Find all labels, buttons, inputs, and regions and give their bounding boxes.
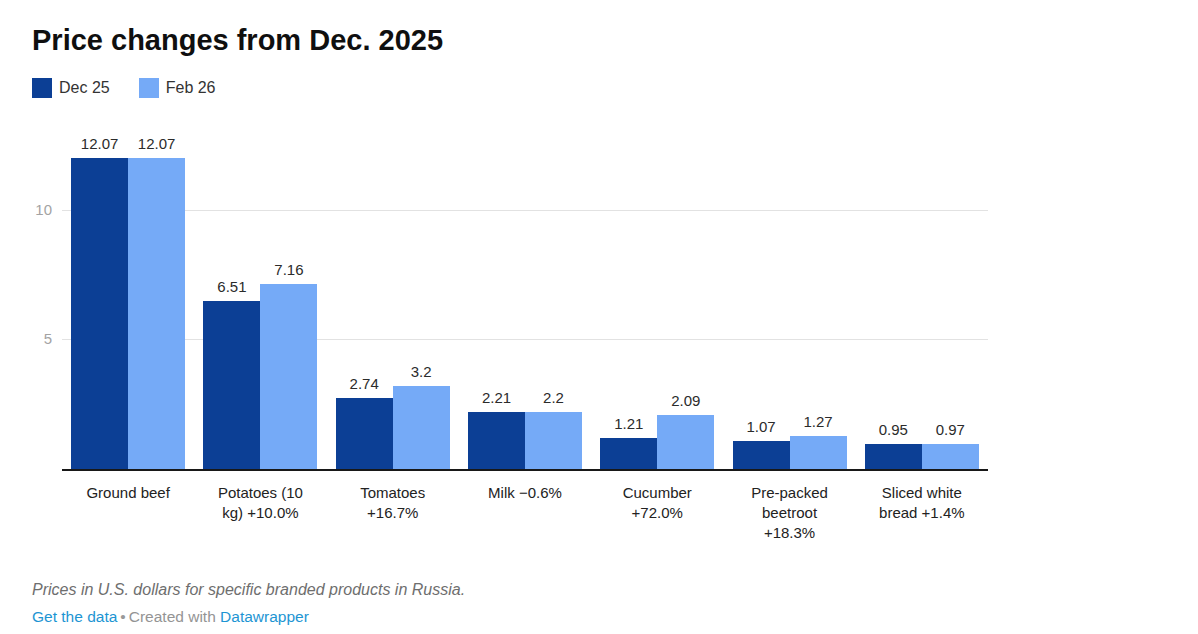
category-label-text: Sliced white bread +1.4% [868,483,976,523]
chart-title: Price changes from Dec. 2025 [32,24,1198,57]
category-label: Tomatoes +16.7% [327,483,459,543]
legend-item-feb-26: Feb 26 [139,78,216,98]
category-label-text: Tomatoes +16.7% [339,483,447,523]
footer: Prices in U.S. dollars for specific bran… [32,581,1198,626]
bar-dec-25: 1.07 [733,441,790,469]
bar-dec-25: 2.74 [336,398,393,469]
category-label: Cucumber +72.0% [591,483,723,543]
byline: Get the data•Created with Datawrapper [32,608,1198,626]
bar-dec-25: 1.21 [600,438,657,469]
bar-feb-26: 2.2 [525,412,582,469]
legend-label: Feb 26 [166,79,216,97]
category-label-text: Pre-packed beetroot +18.3% [736,483,844,543]
value-label: 12.07 [138,135,176,152]
value-label: 12.07 [81,135,119,152]
legend: Dec 25 Feb 26 [32,78,1198,98]
value-label: 3.2 [411,363,432,380]
category-label-text: Milk −0.6% [488,483,562,503]
value-label: 0.97 [936,421,965,438]
legend-label: Dec 25 [59,79,110,97]
legend-swatch [32,78,52,98]
value-label: 2.2 [543,389,564,406]
plot-area: 51012.0712.076.517.162.743.22.212.21.212… [62,120,988,471]
category-label-text: Potatoes (10 kg) +10.0% [206,483,314,523]
legend-item-dec-25: Dec 25 [32,78,110,98]
category-label: Milk −0.6% [459,483,591,543]
bar-group: 0.950.97 [856,120,988,469]
value-label: 2.09 [671,392,700,409]
value-label: 7.16 [274,261,303,278]
value-label: 1.27 [803,413,832,430]
bar-feb-26: 0.97 [922,444,979,469]
y-tick-label: 10 [35,201,52,218]
bar-feb-26: 2.09 [657,415,714,469]
bar-group: 12.0712.07 [62,120,194,469]
bar-feb-26: 1.27 [790,436,847,469]
value-label: 1.21 [614,415,643,432]
bar-group: 1.071.27 [723,120,855,469]
bar-groups: 12.0712.076.517.162.743.22.212.21.212.09… [62,120,988,469]
bar-group: 1.212.09 [591,120,723,469]
category-label-text: Cucumber +72.0% [603,483,711,523]
value-label: 0.95 [879,421,908,438]
value-label: 6.51 [217,278,246,295]
category-label: Pre-packed beetroot +18.3% [723,483,855,543]
bar-feb-26: 7.16 [260,284,317,469]
value-label: 1.07 [746,418,775,435]
category-axis: Ground beef Potatoes (10 kg) +10.0% Tomato… [62,483,988,543]
bar-dec-25: 12.07 [71,158,128,470]
datawrapper-chart: Price changes from Dec. 2025 Dec 25 Feb 2… [0,24,1198,634]
legend-swatch [139,78,159,98]
bar-dec-25: 2.21 [468,412,525,469]
chart-note: Prices in U.S. dollars for specific bran… [32,581,1198,599]
y-tick-label: 5 [44,330,52,347]
category-label: Ground beef [62,483,194,543]
bar-dec-25: 6.51 [203,301,260,469]
category-label: Potatoes (10 kg) +10.0% [194,483,326,543]
value-label: 2.74 [350,375,379,392]
bar-group: 6.517.16 [194,120,326,469]
chart-area: 51012.0712.076.517.162.743.22.212.21.212… [62,120,988,543]
value-label: 2.21 [482,389,511,406]
get-the-data-link[interactable]: Get the data [32,608,117,625]
category-label: Sliced white bread +1.4% [856,483,988,543]
byline-separator: • [120,608,125,625]
bar-dec-25: 0.95 [865,444,922,469]
bar-feb-26: 12.07 [128,158,185,470]
bar-feb-26: 3.2 [393,386,450,469]
bar-group: 2.743.2 [327,120,459,469]
bar-group: 2.212.2 [459,120,591,469]
created-with-text: Created with [129,608,216,625]
category-label-text: Ground beef [86,483,169,503]
datawrapper-link[interactable]: Datawrapper [220,608,309,625]
